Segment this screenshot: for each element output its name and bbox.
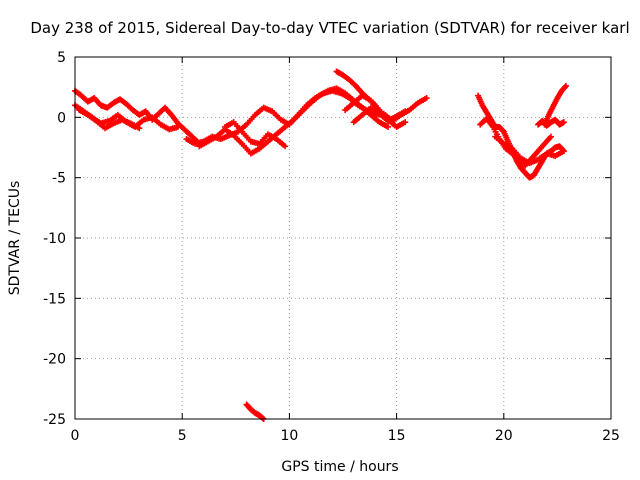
x-tick-label: 25 bbox=[602, 428, 620, 444]
y-axis-label: SDTVAR / TECUs bbox=[7, 181, 23, 296]
data-point bbox=[423, 95, 430, 102]
points-layer bbox=[72, 68, 569, 422]
y-tick-label: -15 bbox=[43, 291, 66, 307]
data-point bbox=[282, 143, 289, 150]
y-tick-label: -5 bbox=[52, 171, 66, 187]
data-point bbox=[562, 83, 569, 90]
data-point bbox=[136, 125, 143, 132]
x-tick-label: 10 bbox=[280, 428, 298, 444]
data-point bbox=[174, 123, 181, 130]
x-tick-label: 0 bbox=[71, 428, 80, 444]
x-tick-label: 20 bbox=[495, 428, 513, 444]
y-tick-label: -20 bbox=[43, 352, 66, 368]
x-tick-label: 15 bbox=[388, 428, 406, 444]
grid-layer bbox=[75, 57, 611, 419]
ticks-layer: 0 5 10 15 20 25 5 0 -5 -10 -15 -20 -25 bbox=[43, 50, 620, 444]
x-tick-label: 5 bbox=[178, 428, 187, 444]
y-tick-label: -10 bbox=[43, 231, 66, 247]
data-point bbox=[385, 123, 392, 130]
chart-title: Day 238 of 2015, Sidereal Day-to-day VTE… bbox=[30, 19, 629, 37]
data-point bbox=[547, 133, 554, 140]
data-point bbox=[402, 108, 409, 115]
y-tick-label: -25 bbox=[43, 412, 66, 428]
y-tick-label: 5 bbox=[57, 50, 66, 66]
y-tick-label: 0 bbox=[57, 110, 66, 126]
data-point bbox=[562, 82, 569, 89]
x-axis-label: GPS time / hours bbox=[281, 459, 398, 475]
data-point bbox=[560, 148, 567, 155]
data-point bbox=[560, 119, 567, 126]
data-point bbox=[402, 119, 409, 126]
